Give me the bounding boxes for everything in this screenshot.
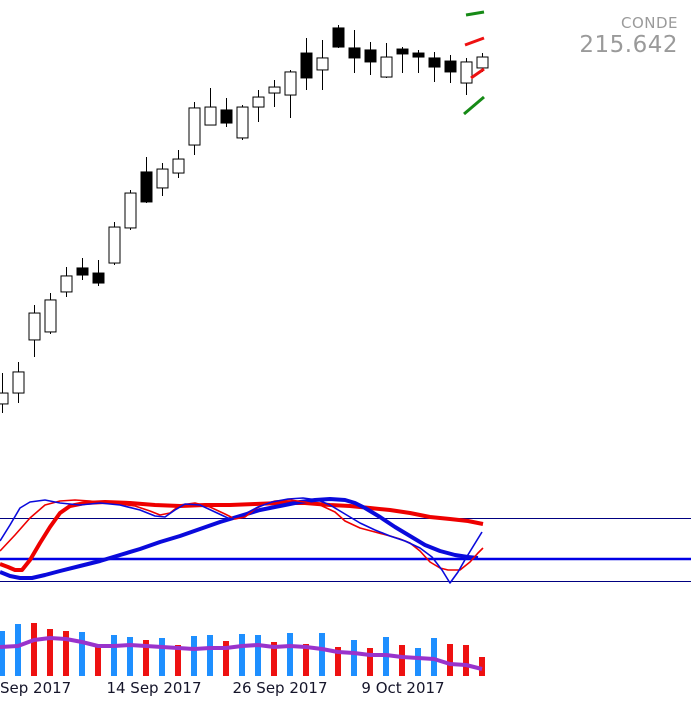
oscillator-series-slow_blue_thick — [0, 497, 479, 580]
candle[interactable] — [60, 267, 73, 298]
volume-pane — [0, 623, 485, 676]
volume-bar[interactable] — [191, 636, 197, 676]
volume-bar[interactable] — [479, 657, 485, 676]
x-axis-labels: Sep 2017 14 Sep 2017 26 Sep 2017 9 Oct 2… — [0, 679, 445, 697]
trend-marker-dashes — [463, 10, 485, 116]
candle[interactable] — [332, 25, 345, 48]
volume-bar[interactable] — [287, 633, 293, 676]
candle[interactable] — [316, 39, 329, 90]
x-axis-label-sep: Sep 2017 — [0, 679, 71, 697]
volume-bar[interactable] — [15, 624, 21, 676]
oscillator-series-slow_red_thick — [0, 500, 484, 572]
candle[interactable] — [188, 101, 201, 156]
volume-bar[interactable] — [255, 635, 261, 676]
candle[interactable] — [172, 149, 185, 178]
volume-bar[interactable] — [47, 629, 53, 676]
volume-bar[interactable] — [63, 631, 69, 676]
candle[interactable] — [44, 293, 57, 334]
candle[interactable] — [348, 29, 361, 74]
volume-bar[interactable] — [303, 644, 309, 676]
candle[interactable] — [124, 189, 137, 230]
candle[interactable] — [92, 259, 105, 286]
upper-red-dash-icon — [464, 36, 485, 47]
volume-bar[interactable] — [319, 633, 325, 676]
candle[interactable] — [364, 41, 377, 76]
volume-bar[interactable] — [175, 645, 181, 676]
lower-green-dash-icon — [463, 95, 485, 116]
volume-bar[interactable] — [111, 635, 117, 676]
candle[interactable] — [300, 37, 313, 90]
candle[interactable] — [220, 97, 233, 128]
candle[interactable] — [140, 157, 153, 204]
volume-bar[interactable] — [207, 635, 213, 676]
volume-bar[interactable] — [127, 637, 133, 676]
oscillator-pane — [0, 497, 691, 584]
candle[interactable] — [0, 373, 9, 414]
candle[interactable] — [236, 105, 249, 140]
volume-ma-line — [0, 636, 483, 671]
candle[interactable] — [380, 43, 393, 78]
candlestick-series — [0, 25, 489, 414]
candle[interactable] — [428, 51, 441, 82]
upper-green-dash-icon — [465, 10, 485, 17]
volume-bar[interactable] — [159, 638, 165, 676]
candle[interactable] — [444, 55, 457, 84]
volume-bar[interactable] — [351, 640, 357, 676]
candle[interactable] — [204, 87, 217, 126]
volume-bar[interactable] — [415, 648, 421, 676]
x-axis-label-26-sep: 26 Sep 2017 — [232, 679, 327, 697]
candle[interactable] — [252, 89, 265, 122]
candle[interactable] — [108, 221, 121, 266]
volume-bar[interactable] — [335, 647, 341, 676]
candle[interactable] — [412, 49, 425, 74]
volume-bar[interactable] — [95, 644, 101, 676]
x-axis-label-14-sep: 14 Sep 2017 — [106, 679, 201, 697]
volume-bar[interactable] — [463, 645, 469, 676]
volume-bar[interactable] — [79, 632, 85, 676]
candle[interactable] — [460, 57, 473, 96]
volume-bar[interactable] — [399, 645, 405, 676]
candle[interactable] — [12, 361, 25, 404]
volume-bar[interactable] — [271, 642, 277, 676]
candle[interactable] — [268, 79, 281, 108]
volume-bar[interactable] — [239, 634, 245, 676]
oscillator-series-fast_blue_thin — [0, 497, 483, 584]
candle[interactable] — [76, 257, 89, 280]
volume-bar[interactable] — [143, 640, 149, 676]
volume-bar[interactable] — [0, 631, 5, 676]
volume-bar[interactable] — [367, 648, 373, 676]
x-axis-label-9-oct: 9 Oct 2017 — [361, 679, 444, 697]
volume-bar[interactable] — [447, 644, 453, 676]
volume-bar[interactable] — [223, 641, 229, 676]
candle[interactable] — [156, 163, 169, 196]
candle[interactable] — [284, 69, 297, 118]
candle[interactable] — [28, 305, 41, 358]
candle[interactable] — [396, 47, 409, 74]
volume-bar[interactable] — [31, 623, 37, 676]
lower-red-dash-icon — [470, 67, 485, 80]
